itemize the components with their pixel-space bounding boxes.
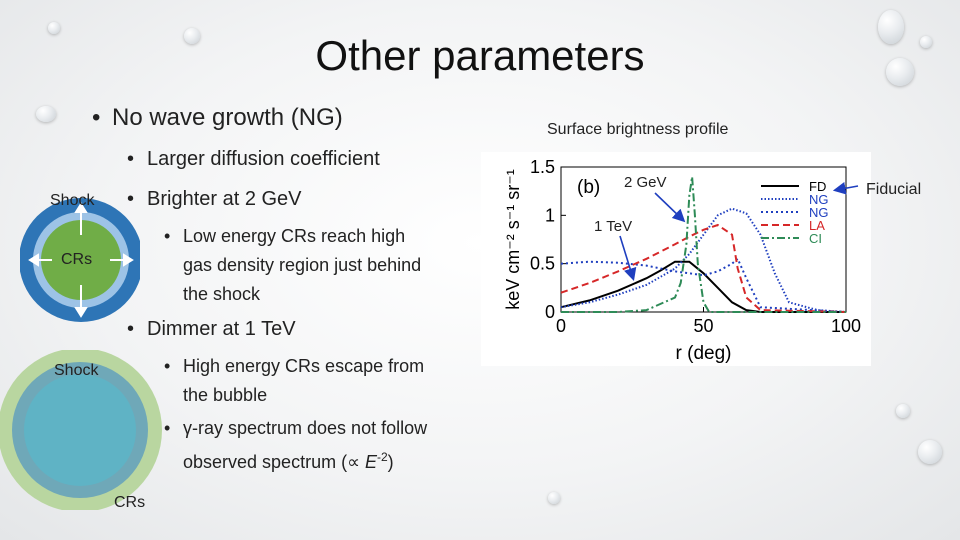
bullet-dimmer-sub-escape: High energy CRs escape from the bubble	[183, 352, 473, 410]
series-line-ng	[560, 257, 847, 313]
note-1tev: 1 TeV	[594, 218, 633, 235]
water-drop-decoration	[548, 492, 560, 504]
x-axis-label: r (deg)	[676, 343, 732, 364]
bullet-no-wave-growth: No wave growth (NG)	[112, 104, 343, 131]
water-drop-decoration	[896, 404, 910, 418]
panel-label: (b)	[577, 177, 600, 198]
legend-entry: LA	[809, 218, 825, 233]
water-drop-decoration	[36, 106, 56, 122]
bullet-brighter-sub: Low energy CRs reach high gas density re…	[183, 222, 473, 309]
chart-panel: 0 50 100 0 0.5 1 1.5 r (deg) keV cm⁻² s⁻¹ sr⁻¹ (b…	[481, 152, 871, 366]
shock-schematic-top	[20, 198, 140, 322]
y-tick-label: 1	[545, 205, 555, 225]
energy-exponent: -2	[376, 450, 388, 464]
bullet-text-line: gas density region just behind	[183, 255, 422, 275]
water-drop-decoration	[48, 22, 60, 34]
y-axis-label: keV cm⁻² s⁻¹ sr⁻¹	[503, 169, 523, 310]
bullet-text-line: Low energy CRs reach high	[183, 226, 406, 246]
bullet-dimmer-sub-spectrum: γ-ray spectrum does not follow observed …	[183, 414, 483, 477]
bullet-marker: •	[164, 418, 171, 438]
note-fiducial: Fiducial	[866, 181, 922, 198]
crs-label-top: CRs	[61, 251, 93, 268]
bullet-text-line: the bubble	[183, 385, 268, 405]
series-line-la	[560, 223, 847, 313]
series-line-ng	[560, 207, 847, 313]
water-drop-decoration	[920, 36, 932, 48]
y-tick-label: 0	[545, 302, 555, 322]
x-tick-label: 0	[556, 316, 566, 336]
bullet-marker: •	[164, 226, 171, 246]
bullet-diffusion: Larger diffusion coefficient	[147, 148, 380, 170]
shock-label-bottom: Shock	[54, 362, 99, 379]
x-tick-label: 50	[693, 316, 713, 336]
legend-entry: NG	[809, 192, 829, 207]
brightness-chart: 0 50 100 0 0.5 1 1.5 r (deg) keV cm⁻² s⁻¹ sr⁻¹ (b…	[503, 157, 861, 364]
x-tick-label: 100	[831, 316, 861, 336]
bullet-text-line: the shock	[183, 284, 261, 304]
series-line-fd	[560, 260, 846, 313]
bullet-marker: •	[127, 148, 135, 170]
bullet-marker: •	[92, 104, 101, 131]
bullet-text-line: observed spectrum (∝ E-2)	[183, 443, 483, 477]
shock-schematic-bottom	[0, 350, 162, 510]
plot-frame	[560, 166, 847, 313]
water-drop-decoration	[878, 10, 904, 44]
figure-caption: Surface brightness profile	[547, 121, 729, 138]
bullet-marker: •	[127, 318, 135, 340]
slide-title: Other parameters	[315, 32, 645, 79]
arrow-icons	[28, 202, 134, 318]
crs-region	[24, 374, 136, 486]
series-line-ci	[561, 176, 846, 313]
spectrum-text: observed spectrum (∝	[183, 452, 365, 472]
water-drop-decoration	[886, 58, 914, 86]
crs-label-bottom: CRs	[114, 494, 146, 511]
crs-core	[41, 220, 121, 300]
note-2gev: 2 GeV	[624, 174, 667, 191]
bullet-dimmer: Dimmer at 1 TeV	[147, 318, 296, 340]
bullet-marker: •	[127, 188, 135, 210]
spectrum-text-end: )	[387, 452, 394, 472]
water-drop-decoration	[918, 440, 942, 464]
bullet-brighter: Brighter at 2 GeV	[147, 188, 302, 210]
bullet-text-line: High energy CRs escape from	[183, 356, 425, 376]
legend-entry: NG	[809, 205, 829, 220]
y-tick-label: 0.5	[530, 254, 555, 274]
water-drop-decoration	[184, 28, 200, 44]
bullet-marker: •	[164, 356, 171, 376]
y-tick-label: 1.5	[530, 157, 555, 177]
legend-entry: FD	[809, 179, 826, 194]
bullet-text-line: γ-ray spectrum does not follow	[183, 418, 428, 438]
shock-label-top: Shock	[50, 192, 95, 209]
energy-symbol: E	[364, 452, 377, 472]
legend-entry: CI	[809, 231, 822, 246]
